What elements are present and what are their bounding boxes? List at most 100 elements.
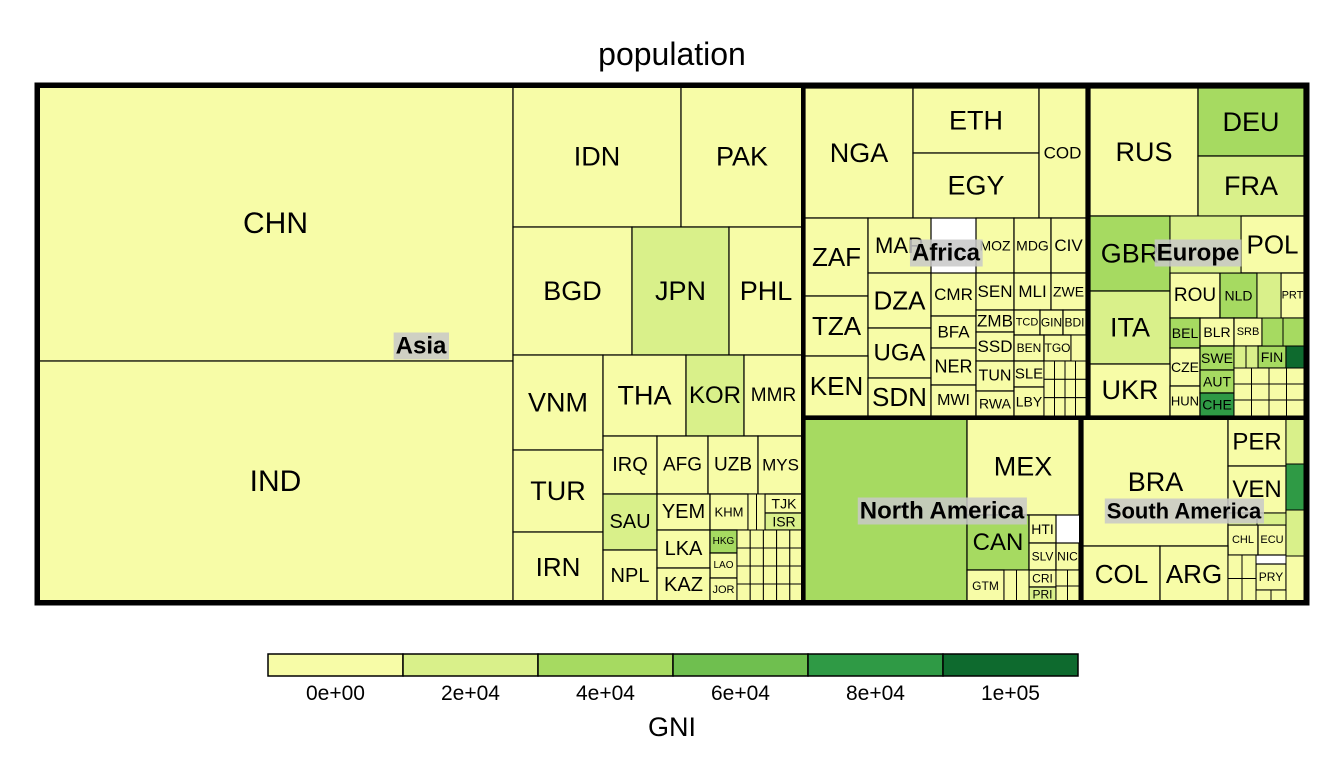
cell-pak <box>680 85 804 228</box>
small-country-cell <box>776 529 791 549</box>
region-label-bg-north-america <box>857 497 1027 525</box>
cell-label-nic: NIC <box>1057 550 1078 564</box>
cell-label-mmr: MMR <box>751 385 796 406</box>
cell-label-khm: KHM <box>715 505 744 520</box>
small-country-cell <box>1282 317 1305 347</box>
cell-label-tgo: TGO <box>1045 341 1071 355</box>
small-country-cell <box>1075 397 1087 417</box>
cell-label-mys: MYS <box>762 456 799 475</box>
cell-yem <box>656 493 711 531</box>
cell-label-idn: IDN <box>574 142 621 172</box>
cell-label-dza: DZA <box>874 286 927 316</box>
small-country-cell <box>1285 509 1305 557</box>
small-country-cell <box>1055 569 1068 587</box>
cell-label-fra: FRA <box>1224 171 1278 201</box>
small-country-cell <box>1054 397 1066 417</box>
small-country-cell <box>1227 554 1243 579</box>
legend-tick-label: 1e+05 <box>981 682 1040 705</box>
cell-rus <box>1089 87 1199 217</box>
cell-ner <box>930 347 977 386</box>
cell-ind <box>37 360 514 603</box>
cell-jpn <box>631 226 730 356</box>
small-country-cell <box>1227 578 1243 603</box>
outer-border <box>34 82 1310 606</box>
cell-rou <box>1169 272 1221 319</box>
cell-bgd <box>512 226 633 356</box>
cell-label-isr: ISR <box>772 514 795 530</box>
small-country-cell <box>1055 585 1068 603</box>
cell-label-jor: JOR <box>713 584 735 596</box>
cell-label-irn: IRN <box>536 552 581 582</box>
cell-label-tun: TUN <box>979 368 1012 385</box>
cell-label-tjk: TJK <box>772 496 798 512</box>
small-country-cell <box>1286 383 1305 401</box>
cell-uga <box>867 327 932 379</box>
cell-egy <box>912 152 1040 219</box>
small-country-cell <box>1256 272 1282 319</box>
small-country-cell <box>749 565 764 585</box>
cell-label-ssd: SSD <box>978 337 1013 356</box>
legend-tick-label: 2e+04 <box>441 682 500 705</box>
cell-label-chl: CHL <box>1232 534 1254 546</box>
small-country-cell <box>762 529 778 549</box>
cell-ken <box>804 355 869 417</box>
cell-npl <box>602 549 658 603</box>
small-country-cell <box>1064 378 1076 399</box>
small-country-cell <box>1016 569 1030 603</box>
small-country-cell <box>762 565 778 585</box>
region-label-europe: Europe <box>1157 240 1240 267</box>
small-country-cell <box>736 583 751 603</box>
cell-label-blr: BLR <box>1203 324 1230 340</box>
treemap-cells: CHN IND IDN PAK BGD JPN PHL VNM THA KOR MMR TUR IRN I… <box>37 85 1305 603</box>
region-label-africa: Africa <box>912 240 981 267</box>
region-label-bg-africa <box>909 239 983 267</box>
cell-label-uga: UGA <box>873 340 925 367</box>
cell-eth <box>912 87 1040 154</box>
cell-label-ukr: UKR <box>1101 375 1158 405</box>
cell-label-col: COL <box>1095 559 1148 589</box>
small-country-cell <box>1064 397 1076 417</box>
cell-label-bgd: BGD <box>543 276 602 306</box>
legend-swatch <box>672 653 809 677</box>
color-legend: 0e+00 2e+04 4e+04 6e+04 8e+04 1e+05 <box>267 653 1079 705</box>
cell-label-aut: AUT <box>1203 374 1231 390</box>
cell-label-kaz: KAZ <box>664 574 703 596</box>
cell-label-bfa: BFA <box>937 323 970 342</box>
small-country-cell <box>1054 360 1066 380</box>
cell-label-rou: ROU <box>1174 285 1216 306</box>
cell-hti <box>1028 514 1057 544</box>
small-country-cell <box>776 583 791 603</box>
cell-label-mli: MLI <box>1018 282 1046 301</box>
small-country-cell <box>1285 463 1305 511</box>
cell-label-cod: COD <box>1044 144 1082 163</box>
cell-lby <box>1013 386 1045 417</box>
cell-label-ken: KEN <box>810 371 863 401</box>
cell-label-lao: LAO <box>713 560 733 571</box>
cell-bra <box>1082 417 1229 547</box>
cell-label-sau: SAU <box>609 511 650 533</box>
small-country-cell <box>1286 367 1305 385</box>
small-country-cell <box>1261 317 1284 347</box>
small-country-cell <box>1268 399 1287 417</box>
cell-ecu <box>1257 524 1287 556</box>
small-country-cell <box>1003 569 1017 603</box>
small-country-cell <box>736 547 751 567</box>
small-country-cell <box>736 529 751 549</box>
cell-label-phl: PHL <box>740 276 793 306</box>
cell-label-sen: SEN <box>978 282 1013 301</box>
cell-label-mdg: MDG <box>1016 238 1049 254</box>
cell-label-eth: ETH <box>949 106 1003 136</box>
cell-arg <box>1159 545 1229 603</box>
cell-label-sdn: SDN <box>872 382 927 412</box>
small-country-cell <box>1251 399 1270 417</box>
small-country-cell <box>756 493 766 531</box>
cell-uzb <box>707 435 759 495</box>
cell-label-egy: EGY <box>947 171 1004 201</box>
small-country-cell <box>1043 360 1055 380</box>
legend-tick-label: 8e+04 <box>846 682 905 705</box>
cell-label-mwi: MWI <box>937 392 970 409</box>
cell-label-cri: CRI <box>1032 572 1053 586</box>
legend-swatch <box>402 653 539 677</box>
cell-label-lby: LBY <box>1016 394 1043 410</box>
